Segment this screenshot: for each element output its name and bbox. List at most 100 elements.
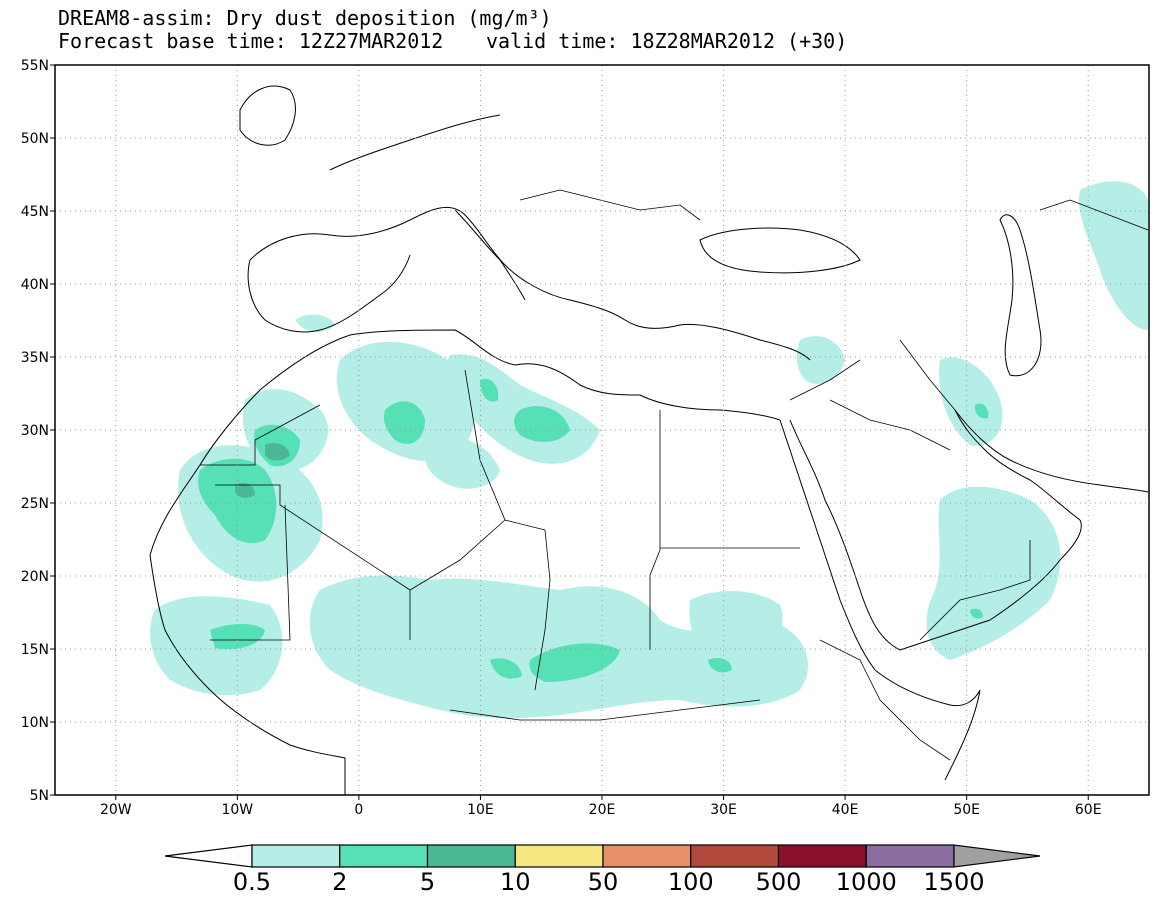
forecast-valid-time: valid time: 18Z28MAR2012 (+30) xyxy=(486,29,848,53)
coastlines xyxy=(149,85,1149,795)
border-jordan-iraq xyxy=(789,359,861,401)
colorbar-swatch xyxy=(251,844,341,868)
coast-caspian xyxy=(999,214,1042,377)
border-western-sahara-mauritania xyxy=(200,404,321,466)
country-borders xyxy=(200,189,1149,761)
border-saudi-north xyxy=(829,399,951,451)
colorbar: 0.5 2 5 10 50 100 500 1000 1500 xyxy=(164,844,1041,896)
border-libya-egypt xyxy=(649,410,661,650)
coast-arabia-south xyxy=(899,519,1082,651)
coast-italy xyxy=(454,209,526,301)
colorbar-level-label: 1000 xyxy=(836,868,897,896)
dust-region-arabia xyxy=(926,486,1061,660)
colorbar-level-label: 5 xyxy=(420,868,435,896)
border-ethiopia xyxy=(819,639,951,761)
lon-label: 30E xyxy=(710,802,737,818)
colorbar-swatch xyxy=(602,844,692,868)
dust-region-iberia-tip xyxy=(295,314,335,332)
dust-core-niger xyxy=(490,658,522,679)
dust-core-yemen xyxy=(970,608,983,619)
coast-west-africa xyxy=(149,554,346,795)
coast-black-sea xyxy=(699,227,861,274)
colorbar-level-label: 2 xyxy=(332,868,347,896)
dust-core-iran xyxy=(974,403,989,419)
colorbar-swatch xyxy=(514,844,604,868)
dust-core-libya xyxy=(514,406,570,442)
lon-label: 10E xyxy=(467,802,494,818)
dust-deposition-fields xyxy=(150,181,1148,719)
lon-label: 50E xyxy=(953,802,980,818)
border-saudi-yemen xyxy=(919,540,1031,641)
coast-north-africa xyxy=(149,329,781,556)
colorbar-level-label: 0.5 xyxy=(233,868,271,896)
colorbar-level-label: 1500 xyxy=(923,868,984,896)
lat-label: 45N xyxy=(21,204,49,220)
lat-label: 10N xyxy=(21,715,49,731)
lat-label: 15N xyxy=(21,642,49,658)
lat-label: 55N xyxy=(21,58,49,74)
colorbar-level-label: 500 xyxy=(756,868,802,896)
colorbar-level-label: 100 xyxy=(668,868,714,896)
dust-region-sahel xyxy=(309,575,809,719)
dust-peak-morocco xyxy=(265,443,290,461)
dust-core-algeria xyxy=(383,401,425,444)
dust-region-sudan xyxy=(689,590,783,665)
lon-label: 40E xyxy=(832,802,859,818)
coast-iran xyxy=(954,409,1149,493)
border-sudan-chad xyxy=(534,529,551,691)
coast-mediterranean-north xyxy=(249,206,811,361)
lat-label: 25N xyxy=(21,496,49,512)
lat-label: 50N xyxy=(21,131,49,147)
border-europe-east xyxy=(519,189,701,221)
colorbar-swatch xyxy=(426,844,516,868)
border-central-africa xyxy=(449,699,761,721)
border-niger-chad xyxy=(409,519,506,591)
colorbar-swatch xyxy=(777,844,867,868)
dust-core-tunisia xyxy=(480,378,499,402)
dust-core-sudan xyxy=(708,658,732,673)
colorbar-overflow-arrow xyxy=(953,844,1041,868)
lat-label: 35N xyxy=(21,350,49,366)
border-kazakhstan xyxy=(1039,199,1149,231)
colorbar-swatch xyxy=(690,844,780,868)
coast-arabia-gulf xyxy=(954,409,1081,521)
forecast-time-line: Forecast base time: 12Z27MAR2012 valid ti… xyxy=(58,29,847,53)
coast-british-isles xyxy=(239,85,296,146)
coast-red-sea-east xyxy=(789,419,901,651)
longitude-axis: 20W 10W 0 10E 20E 30E 40E 50E 60E xyxy=(100,795,1102,818)
lon-label: 20W xyxy=(100,802,132,818)
dust-region-algeria-east xyxy=(424,436,500,489)
map-gridlines xyxy=(55,65,1149,795)
lat-label: 30N xyxy=(21,423,49,439)
dust-region-caspian xyxy=(1079,181,1148,330)
dust-peak-western-sahara xyxy=(235,483,255,498)
dust-core-chad xyxy=(529,643,620,682)
lon-label: 60E xyxy=(1075,802,1102,818)
border-mauritania-mali xyxy=(215,484,411,640)
lat-label: 5N xyxy=(30,788,49,804)
dust-region-levant xyxy=(796,336,845,384)
lat-label: 20N xyxy=(21,569,49,585)
dust-region-persian-gulf xyxy=(939,357,1003,446)
border-mali-south xyxy=(210,504,291,641)
dust-core-guinea xyxy=(210,624,265,650)
lon-label: 0 xyxy=(354,802,363,818)
border-iran-iraq xyxy=(899,339,956,411)
colorbar-underflow-arrow xyxy=(164,844,253,868)
lon-label: 10W xyxy=(221,802,253,818)
colorbar-level-label: 50 xyxy=(588,868,619,896)
coast-red-sea-west xyxy=(779,419,876,671)
forecast-base-time: Forecast base time: 12Z27MAR2012 xyxy=(58,29,444,53)
latitude-axis: 55N 50N 45N 40N 35N 30N 25N 20N 15N 10N 5N xyxy=(21,58,55,804)
coast-iberia xyxy=(247,254,411,333)
border-algeria-libya xyxy=(464,369,546,531)
map-title: DREAM8-assim: Dry dust deposition (mg/m³… xyxy=(58,6,552,30)
colorbar-swatch xyxy=(339,844,429,868)
lat-label: 40N xyxy=(21,277,49,293)
lon-label: 20E xyxy=(589,802,616,818)
coast-europe-north xyxy=(329,114,501,171)
colorbar-level-label: 10 xyxy=(500,868,531,896)
coast-horn-of-africa xyxy=(874,669,981,781)
colorbar-swatch xyxy=(865,844,955,868)
